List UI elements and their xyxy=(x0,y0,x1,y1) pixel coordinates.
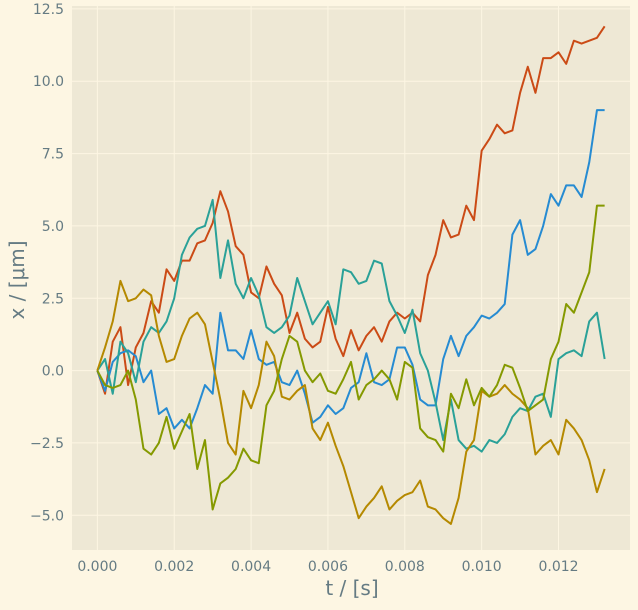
y-tick-label: 7.5 xyxy=(42,147,64,163)
y-tick-label: 10.0 xyxy=(33,74,64,90)
plot-area xyxy=(72,6,630,550)
x-tick-label: 0.006 xyxy=(308,559,348,575)
x-axis-label: t / [s] xyxy=(325,576,378,600)
y-tick-label: 2.5 xyxy=(42,291,64,307)
y-tick-label: 12.5 xyxy=(33,2,64,18)
y-tick-label: −2.5 xyxy=(30,436,64,452)
series-line-1 xyxy=(96,25,606,395)
series-line-3 xyxy=(96,198,606,453)
x-tick-label: 0.010 xyxy=(462,559,502,575)
y-axis-label: x / [μm] xyxy=(5,240,29,319)
x-tick-label: 0.004 xyxy=(231,559,271,575)
x-tick-label: 0.002 xyxy=(154,559,194,575)
x-tick-labels: 0.000 0.002 0.004 0.006 0.008 0.010 0.012 xyxy=(77,559,578,575)
y-tick-labels: −5.0 −2.5 0.0 2.5 5.0 7.5 10.0 12.5 xyxy=(30,2,64,524)
series-line-5 xyxy=(96,204,605,511)
series-lines xyxy=(96,25,606,525)
x-tick-label: 0.000 xyxy=(77,559,117,575)
series-line-2 xyxy=(96,109,605,430)
x-tick-label: 0.008 xyxy=(385,559,425,575)
series-line-4 xyxy=(96,279,606,525)
y-tick-label: 5.0 xyxy=(42,219,64,235)
y-tick-label: −5.0 xyxy=(30,508,64,524)
grid xyxy=(72,6,630,550)
y-tick-label: 0.0 xyxy=(42,364,64,380)
x-tick-label: 0.012 xyxy=(538,559,578,575)
